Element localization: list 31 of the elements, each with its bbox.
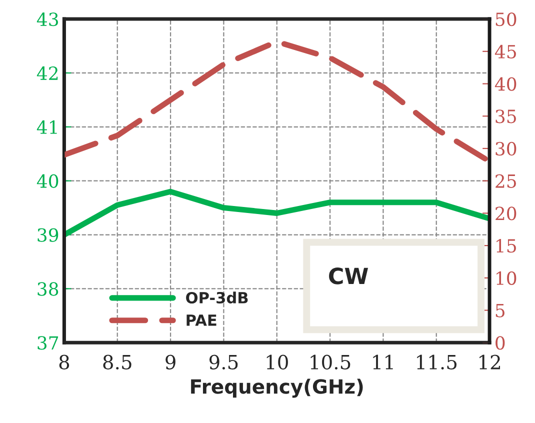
y2-tick-label: 20 (496, 206, 516, 220)
x-tick-label: 9.5 (209, 354, 238, 370)
y2-tick-label: 5 (496, 304, 504, 318)
y-tick-label: 41 (36, 120, 57, 134)
x-tick-label: 11.5 (417, 354, 457, 370)
x-tick-label: 10 (266, 354, 288, 370)
x-axis-title: Frequency(GHz) (191, 378, 363, 398)
annotation: CW (329, 268, 368, 284)
y2-tick-label: 25 (496, 174, 516, 188)
y2-tick-label: 10 (496, 271, 516, 286)
y2-tick-label: 35 (496, 110, 516, 124)
y2-tick-label: 40 (494, 77, 516, 91)
x-tick-label: 11 (373, 354, 393, 370)
x-tick-label: 9 (166, 354, 176, 370)
y2-tick-label: 30 (496, 142, 516, 156)
y-tick-label: 38 (38, 282, 58, 296)
legend-label: OP-3dB (186, 292, 248, 304)
x-tick-label: 8 (59, 354, 70, 370)
y-tick-label: 40 (36, 174, 58, 188)
y2-tick-label: 15 (496, 239, 516, 253)
y2-tick-label: 0 (496, 336, 505, 350)
y-tick-label: 37 (38, 336, 58, 350)
y-tick-label: 43 (36, 12, 58, 26)
y2-tick-label: 50 (496, 12, 516, 26)
x-tick-label: 12 (480, 354, 500, 370)
y-tick-label: 39 (38, 228, 58, 242)
x-tick-label: 8.5 (103, 354, 132, 370)
x-tick-label: 10.5 (310, 354, 350, 370)
y-tick-label: 42 (36, 66, 58, 80)
y2-tick-label: 45 (494, 44, 516, 59)
legend-label: PAE (186, 314, 216, 326)
